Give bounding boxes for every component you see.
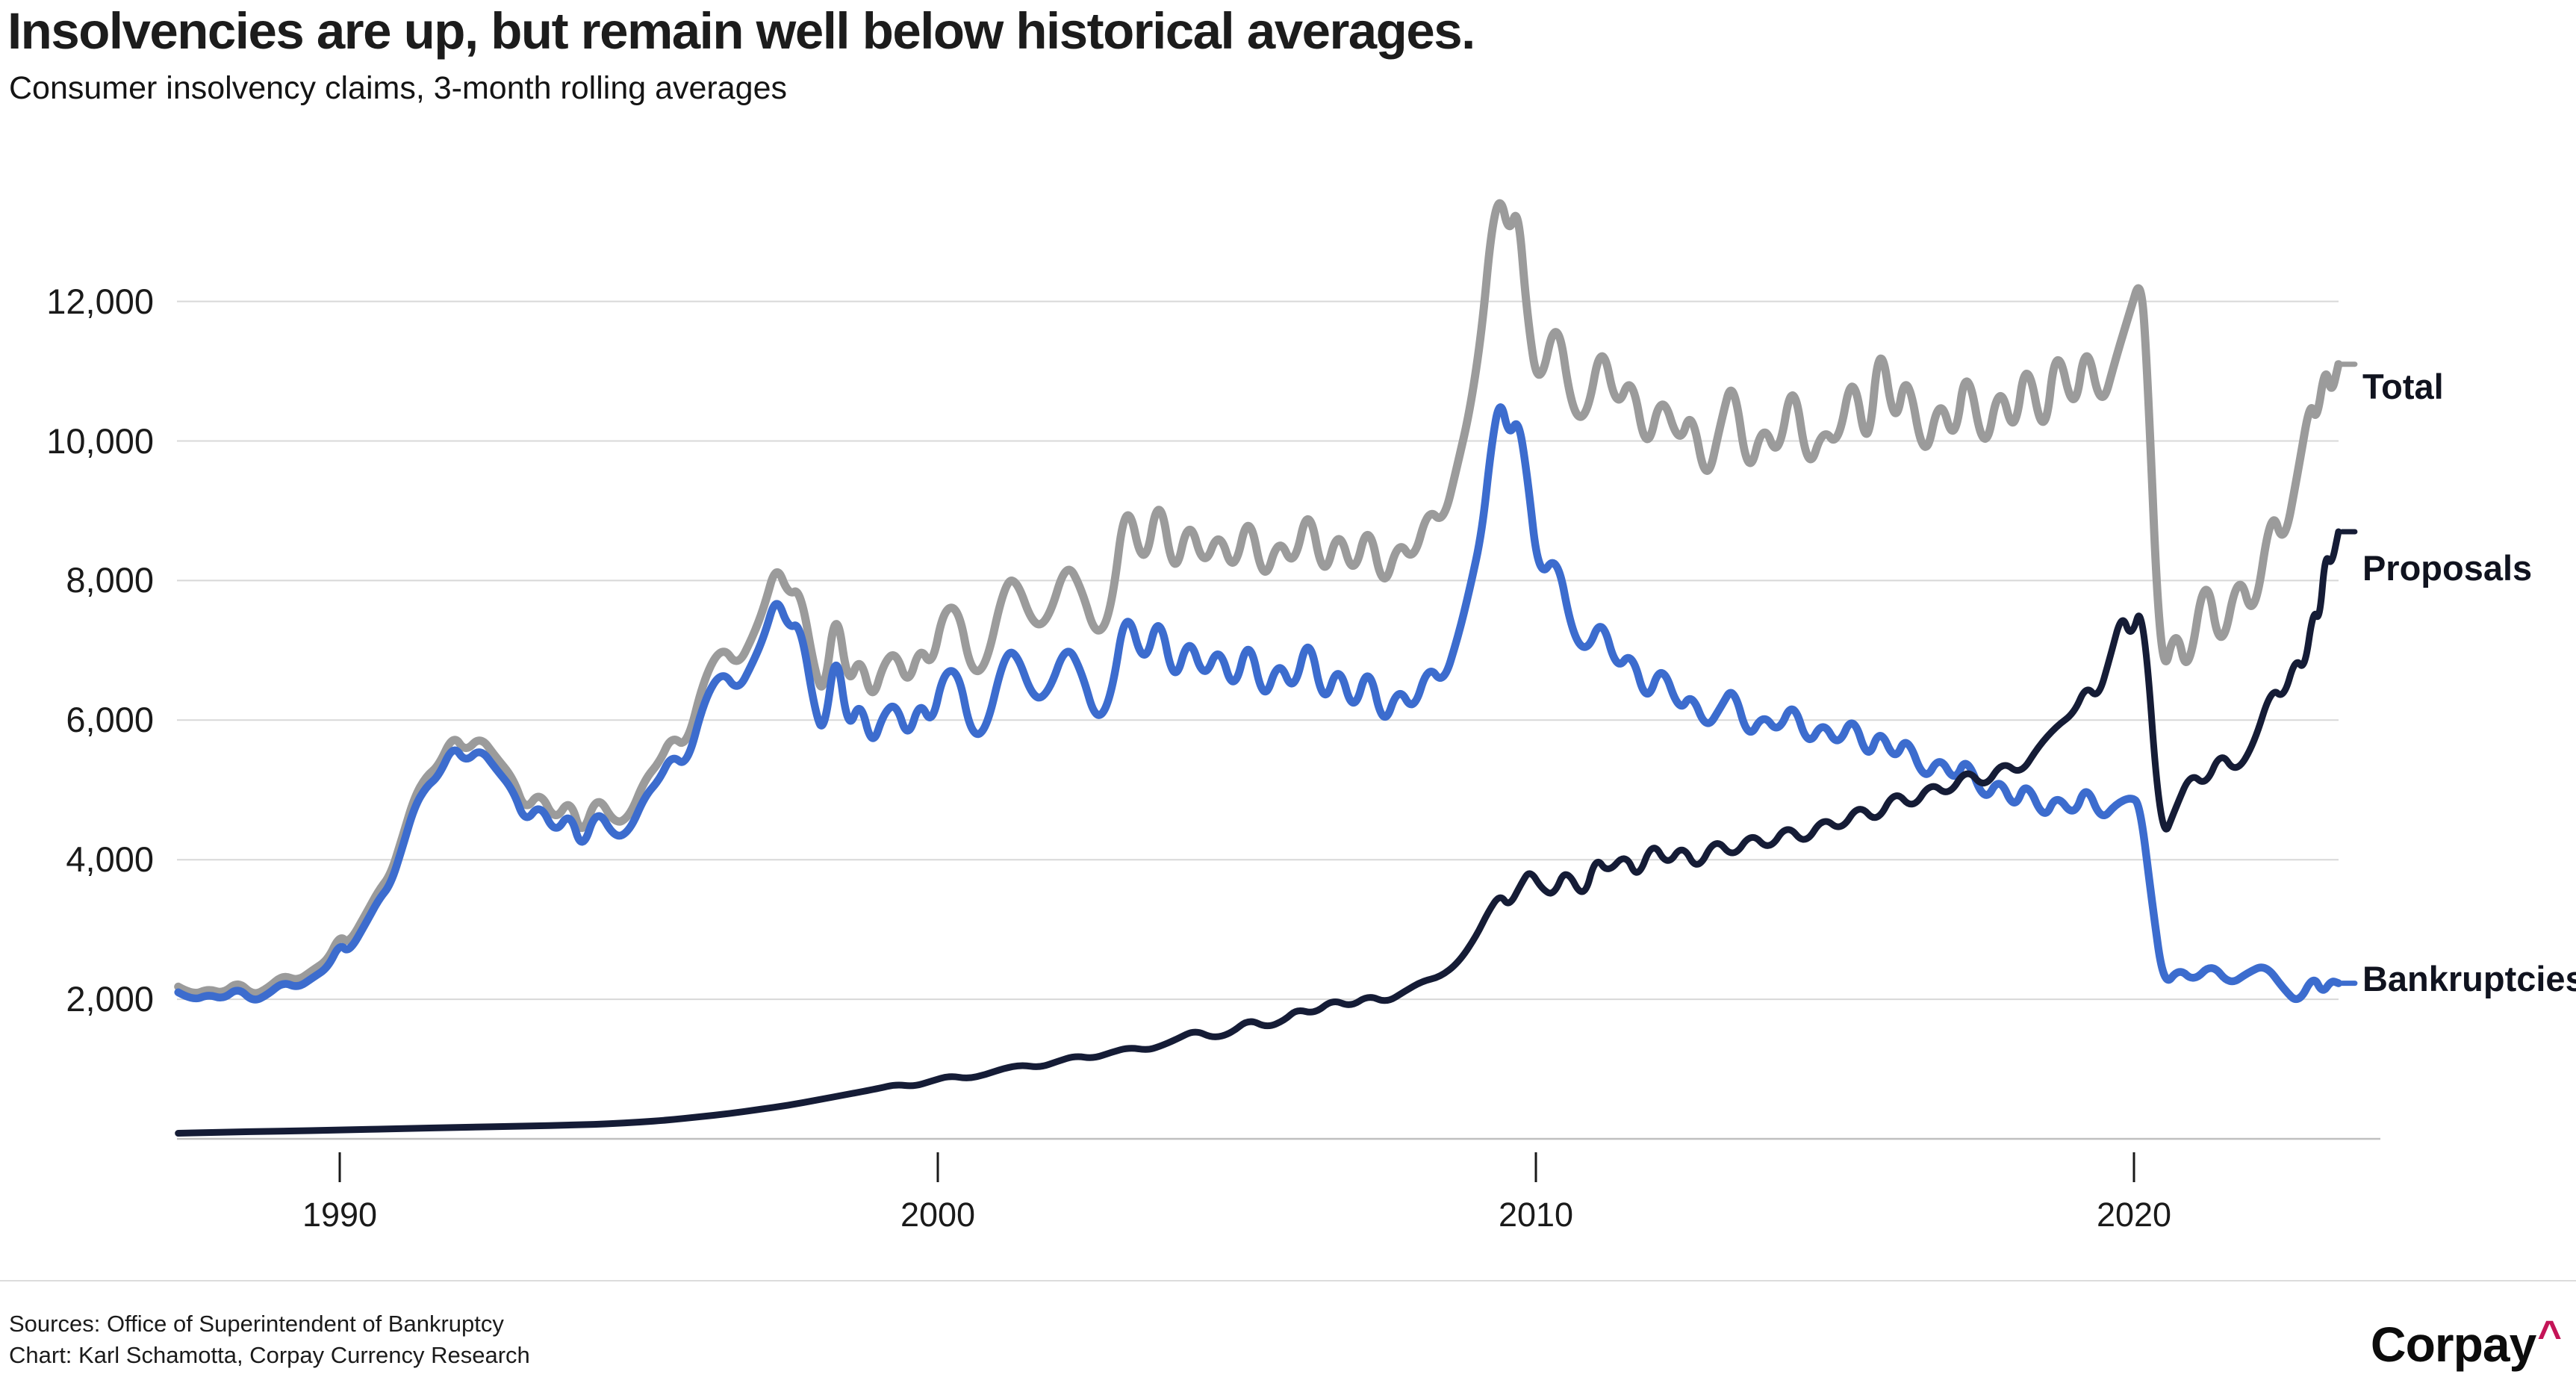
x-axis-tick-label: 2010 [1498, 1196, 1574, 1234]
series-line-bankruptcies [174, 403, 2343, 1004]
y-axis-tick-label: 2,000 [66, 979, 154, 1019]
x-axis-tick-label: 2020 [2096, 1196, 2172, 1234]
series-line-total [174, 199, 2343, 998]
corpay-caret-icon: ^ [2537, 1311, 2562, 1358]
corpay-logo-text: Corpay [2370, 1317, 2536, 1372]
series-label-bankruptcies: Bankruptcies [2362, 958, 2576, 998]
y-axis-tick-label: 8,000 [66, 560, 154, 600]
chart-subtitle: Consumer insolvency claims, 3-month roll… [9, 70, 787, 106]
page-title: Insolvencies are up, but remain well bel… [7, 2, 1475, 60]
series-label-proposals: Proposals [2362, 548, 2533, 588]
corpay-logo: Corpay^ [2370, 1311, 2562, 1373]
y-axis-tick-label: 6,000 [66, 700, 154, 740]
footer-credit: Chart: Karl Schamotta, Corpay Currency R… [9, 1342, 530, 1368]
series-line-proposals [175, 528, 2342, 1137]
y-axis-tick-label: 10,000 [46, 420, 154, 461]
y-axis-tick-label: 4,000 [66, 839, 154, 880]
footer: Sources: Office of Superintendent of Ban… [9, 1308, 530, 1371]
series-label-total: Total [2362, 367, 2444, 407]
x-axis-tick-label: 1990 [302, 1196, 378, 1234]
x-axis-tick-label: 2000 [900, 1196, 976, 1234]
footer-sources: Sources: Office of Superintendent of Ban… [9, 1311, 504, 1337]
series-lines [174, 199, 2358, 1137]
y-axis-tick-label: 12,000 [46, 281, 154, 321]
footer-divider [0, 1280, 2576, 1281]
gridlines [177, 300, 2339, 1001]
x-axis [177, 1137, 2380, 1182]
